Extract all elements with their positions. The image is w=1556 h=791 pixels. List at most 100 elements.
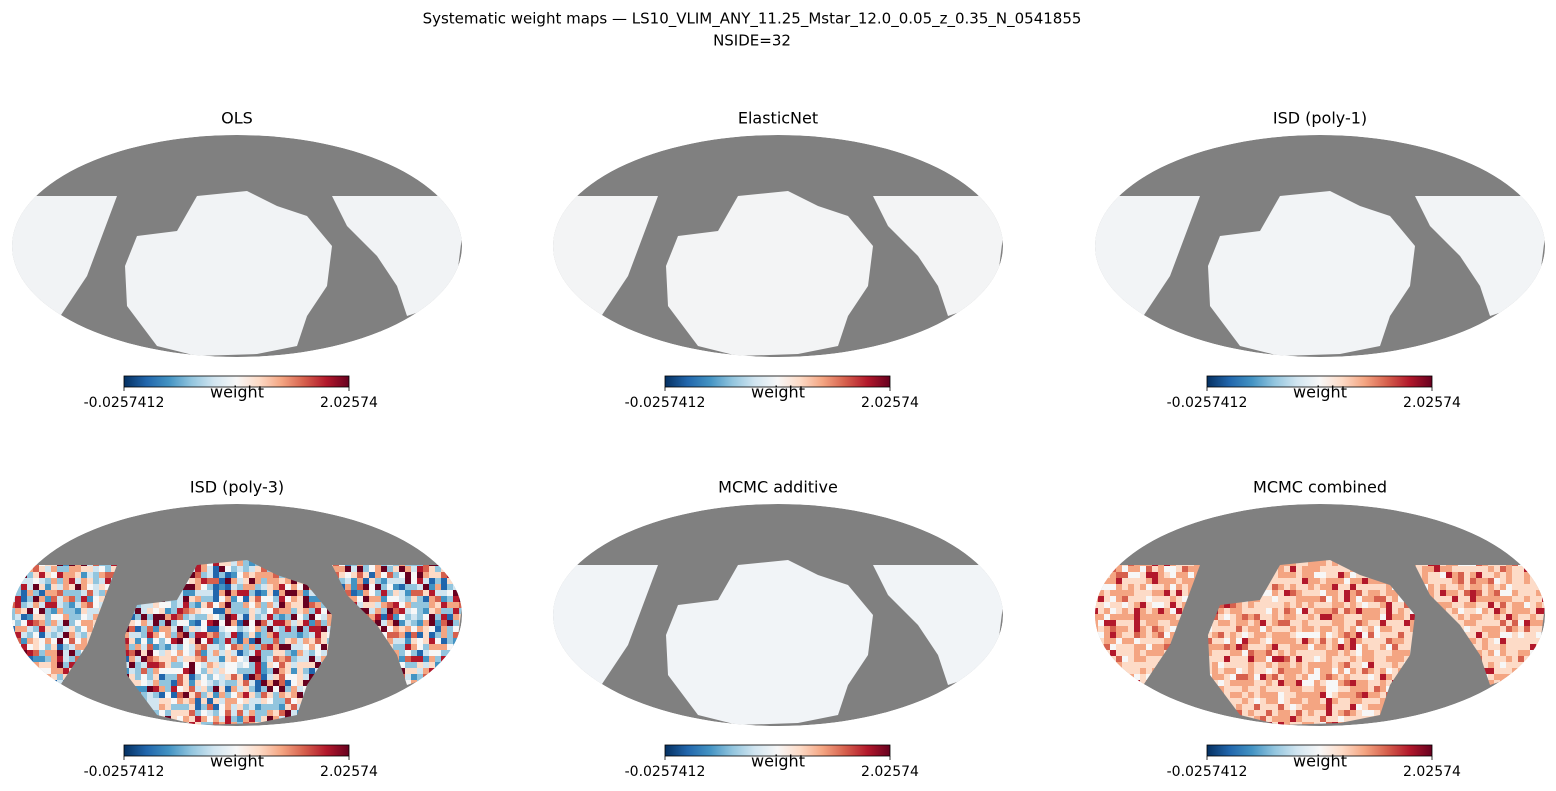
map-pixel bbox=[465, 662, 471, 668]
map-pixel bbox=[231, 626, 237, 632]
map-pixel bbox=[465, 602, 471, 608]
map-pixel bbox=[12, 674, 15, 680]
map-pixel bbox=[0, 704, 3, 710]
map-pixel bbox=[57, 638, 63, 644]
map-pixel bbox=[1494, 704, 1500, 710]
map-pixel bbox=[1512, 572, 1518, 578]
map-pixel bbox=[1428, 716, 1434, 722]
map-pixel bbox=[1095, 704, 1098, 710]
map-pixel bbox=[237, 614, 243, 620]
map-pixel bbox=[291, 590, 297, 596]
map-pixel bbox=[183, 602, 189, 608]
map-pixel bbox=[159, 662, 165, 668]
map-pixel bbox=[237, 596, 243, 602]
map-pixel bbox=[1374, 602, 1380, 608]
map-pixel bbox=[231, 632, 237, 638]
map-pixel bbox=[51, 650, 57, 656]
map-pixel bbox=[1368, 614, 1374, 620]
map-pixel bbox=[171, 674, 177, 680]
map-pixel bbox=[213, 722, 219, 725]
map-pixel bbox=[1128, 686, 1134, 692]
map-pixel bbox=[1128, 698, 1134, 704]
map-pixel bbox=[1518, 692, 1524, 698]
map-pixel bbox=[1134, 680, 1140, 686]
map-pixel bbox=[399, 692, 405, 698]
map-pixel bbox=[12, 656, 15, 662]
map-pixel bbox=[1314, 584, 1320, 590]
map-pixel bbox=[1254, 620, 1260, 626]
map-pixel bbox=[195, 650, 201, 656]
map-pixel bbox=[1332, 572, 1338, 578]
map-pixel bbox=[1272, 698, 1278, 704]
map-pixel bbox=[315, 638, 321, 644]
map-pixel bbox=[279, 656, 285, 662]
map-pixel bbox=[1326, 710, 1332, 716]
map-pixel bbox=[27, 644, 33, 650]
map-pixel bbox=[1350, 680, 1356, 686]
map-pixel bbox=[183, 650, 189, 656]
map-pixel bbox=[225, 698, 231, 704]
map-pixel bbox=[51, 572, 57, 578]
map-pixel bbox=[1320, 680, 1326, 686]
map-pixel bbox=[1332, 656, 1338, 662]
map-pixel bbox=[1338, 596, 1344, 602]
map-pixel bbox=[1386, 644, 1392, 650]
map-pixel bbox=[405, 608, 411, 614]
map-pixel bbox=[111, 716, 117, 722]
map-pixel bbox=[459, 608, 462, 614]
map-pixel bbox=[393, 590, 399, 596]
map-pixel bbox=[1176, 704, 1182, 710]
map-pixel bbox=[1212, 674, 1218, 680]
map-pixel bbox=[1278, 608, 1284, 614]
map-pixel bbox=[1494, 638, 1500, 644]
map-pixel bbox=[159, 698, 165, 704]
map-pixel bbox=[1152, 662, 1158, 668]
map-pixel bbox=[1344, 602, 1350, 608]
map-pixel bbox=[153, 650, 159, 656]
map-pixel bbox=[1128, 680, 1134, 686]
map-pixel bbox=[405, 704, 411, 710]
map-pixel bbox=[1122, 692, 1128, 698]
map-pixel bbox=[1164, 608, 1170, 614]
map-pixel bbox=[69, 644, 75, 650]
map-pixel bbox=[1176, 584, 1182, 590]
map-pixel bbox=[213, 686, 219, 692]
map-pixel bbox=[273, 680, 279, 686]
map-pixel bbox=[1302, 590, 1308, 596]
map-pixel bbox=[267, 656, 273, 662]
map-pixel bbox=[1122, 638, 1128, 644]
map-pixel bbox=[465, 632, 471, 638]
map-pixel bbox=[63, 584, 69, 590]
map-pixel bbox=[375, 710, 381, 716]
map-pixel bbox=[57, 614, 63, 620]
map-pixel bbox=[1404, 722, 1410, 725]
map-pixel bbox=[1536, 668, 1542, 674]
map-pixel bbox=[81, 704, 87, 710]
map-pixel bbox=[0, 620, 3, 626]
map-pixel bbox=[171, 662, 177, 668]
map-pixel bbox=[225, 584, 231, 590]
map-pixel bbox=[405, 716, 411, 722]
map-pixel bbox=[1470, 590, 1476, 596]
map-pixel bbox=[1140, 716, 1146, 722]
map-pixel bbox=[387, 620, 393, 626]
map-pixel bbox=[1452, 602, 1458, 608]
map-pixel bbox=[1470, 596, 1476, 602]
map-pixel bbox=[441, 716, 447, 722]
map-pixel bbox=[177, 626, 183, 632]
map-pixel bbox=[1350, 608, 1356, 614]
map-pixel bbox=[1326, 716, 1332, 722]
map-pixel bbox=[1140, 692, 1146, 698]
map-pixel bbox=[255, 632, 261, 638]
map-pixel bbox=[111, 566, 117, 572]
map-pixel bbox=[1314, 674, 1320, 680]
map-pixel bbox=[1536, 686, 1542, 692]
map-pixel bbox=[1272, 680, 1278, 686]
map-pixel bbox=[1332, 608, 1338, 614]
map-pixel bbox=[45, 668, 51, 674]
map-pixel bbox=[1446, 572, 1452, 578]
map-pixel bbox=[1452, 596, 1458, 602]
map-pixel bbox=[1116, 722, 1122, 725]
map-pixel bbox=[1134, 602, 1140, 608]
map-pixel bbox=[237, 668, 243, 674]
